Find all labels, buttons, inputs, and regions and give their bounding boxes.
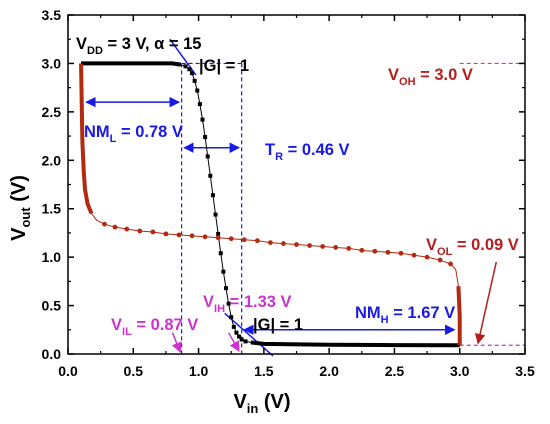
data-point bbox=[234, 330, 239, 335]
data-point bbox=[183, 64, 188, 69]
data-point bbox=[137, 228, 143, 234]
vol-arrow bbox=[474, 261, 498, 345]
series-right-thick bbox=[456, 286, 462, 346]
gain-bottom-label: |G| = 1 bbox=[253, 316, 303, 334]
data-point bbox=[231, 324, 236, 329]
vol-label: VOL = 0.09 V bbox=[426, 236, 519, 258]
tr-label: TR = 0.46 V bbox=[265, 141, 350, 163]
series-high-thick bbox=[81, 61, 180, 67]
data-point bbox=[239, 337, 244, 342]
data-point bbox=[229, 315, 234, 320]
data-point bbox=[385, 249, 391, 255]
y-tick-label: 2.5 bbox=[42, 104, 62, 120]
data-point bbox=[294, 242, 299, 247]
voh-label: VOH = 3.0 V bbox=[388, 66, 473, 88]
data-series bbox=[79, 61, 462, 348]
data-point bbox=[346, 246, 352, 251]
vih-label: VIH = 1.33 V bbox=[203, 293, 292, 315]
data-point bbox=[187, 67, 192, 72]
data-point bbox=[218, 251, 223, 256]
data-point bbox=[398, 250, 404, 256]
data-point bbox=[281, 241, 286, 246]
y-axis-title: Vout (V) bbox=[8, 175, 33, 241]
data-point bbox=[202, 234, 208, 240]
data-point bbox=[359, 247, 365, 253]
x-tick-label: 1.5 bbox=[254, 363, 274, 379]
data-point bbox=[215, 235, 221, 241]
nml-label: NML = 0.78 V bbox=[84, 123, 183, 145]
y-tick-label: 1.5 bbox=[42, 201, 62, 217]
data-point bbox=[241, 237, 247, 243]
data-point bbox=[205, 154, 210, 159]
data-point bbox=[203, 135, 208, 140]
y-tick-label: 0.5 bbox=[42, 298, 62, 314]
vil-label: VIL = 0.87 V bbox=[111, 316, 198, 338]
data-point bbox=[333, 245, 339, 250]
data-point bbox=[424, 254, 430, 260]
nmh-label: NMH = 1.67 V bbox=[355, 304, 455, 326]
x-tick-label: 1.0 bbox=[189, 363, 209, 379]
data-point bbox=[163, 231, 169, 237]
data-point bbox=[448, 261, 453, 267]
data-point bbox=[210, 193, 215, 198]
series-line bbox=[80, 63, 461, 346]
x-tick-label: 3.0 bbox=[450, 363, 470, 379]
data-point bbox=[200, 117, 205, 122]
y-tick-label: 1.0 bbox=[42, 249, 62, 265]
tangent-top-line bbox=[169, 38, 197, 76]
data-point bbox=[243, 339, 248, 344]
data-point bbox=[150, 229, 156, 235]
data-point bbox=[216, 231, 221, 236]
data-point bbox=[190, 71, 195, 76]
data-point bbox=[228, 236, 234, 242]
series-left-thick bbox=[79, 63, 94, 215]
data-point bbox=[124, 226, 130, 232]
data-point bbox=[267, 240, 273, 246]
axes: 0.0 0.5 1.0 1.5 2.0 2.5 3.0 3.5 0.0 0.5 1.0 1.5 2.0 2… bbox=[42, 7, 535, 379]
y-tick-label: 0.0 bbox=[42, 346, 62, 362]
data-point bbox=[221, 269, 226, 274]
x-tick-label: 0.0 bbox=[58, 363, 78, 379]
data-point bbox=[176, 232, 182, 238]
data-point bbox=[320, 244, 326, 249]
data-point bbox=[223, 286, 228, 291]
data-point bbox=[208, 173, 213, 178]
data-point bbox=[411, 252, 417, 258]
x-tick-label: 2.5 bbox=[385, 363, 405, 379]
gain-top-label: |G| = 1 bbox=[199, 57, 249, 75]
x-tick-label: 0.5 bbox=[124, 363, 144, 379]
y-tick-label: 2.0 bbox=[42, 152, 62, 168]
data-point bbox=[102, 221, 107, 227]
data-point bbox=[254, 238, 260, 244]
data-point bbox=[189, 233, 195, 239]
x-tick-label: 3.5 bbox=[515, 363, 535, 379]
data-point bbox=[226, 301, 231, 306]
data-point bbox=[176, 62, 181, 67]
data-point bbox=[112, 224, 118, 230]
y-tick-label: 3.5 bbox=[42, 7, 62, 23]
vil-arrow bbox=[171, 332, 182, 354]
data-point bbox=[197, 102, 202, 107]
vdd-alpha-label: VDD = 3 V, α = 15 bbox=[76, 35, 201, 57]
vih-arrow bbox=[227, 332, 240, 353]
x-tick-label: 2.0 bbox=[319, 363, 339, 379]
data-point bbox=[307, 243, 312, 248]
guide-lines bbox=[85, 38, 525, 357]
data-point bbox=[437, 257, 443, 263]
data-point bbox=[213, 212, 218, 217]
series-low-thick bbox=[250, 340, 460, 348]
data-point bbox=[195, 88, 200, 93]
data-point bbox=[372, 248, 378, 254]
data-point bbox=[237, 334, 242, 339]
x-axis-title: Vin (V) bbox=[233, 391, 290, 416]
data-point bbox=[192, 78, 197, 83]
y-tick-label: 3.0 bbox=[42, 55, 62, 71]
